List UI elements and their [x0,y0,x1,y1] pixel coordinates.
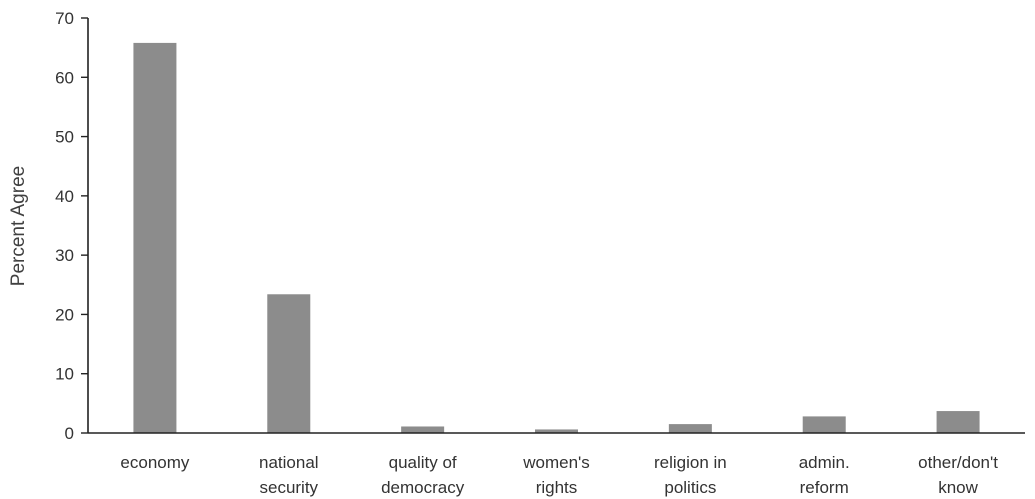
x-tick-label-line: economy [120,453,189,472]
x-tick-label-line: admin. [799,453,850,472]
x-tick-label-line: religion in [654,453,727,472]
bar [802,416,846,433]
x-axis-labels: economy national security quality of democra… [120,453,998,497]
bar [668,424,712,433]
y-tick-label: 0 [65,424,74,443]
y-tick-label: 10 [55,365,74,384]
x-tick-label: admin. reform [799,453,850,497]
x-tick-label-line: security [259,478,318,497]
x-tick-label-line: women's [522,453,590,472]
bar [267,294,311,433]
x-tick-label-line: politics [664,478,716,497]
bar [535,429,578,433]
y-axis-ticks: 0 10 20 30 40 50 60 70 [55,9,88,443]
x-tick-label: women's rights [522,453,590,497]
x-tick-label-line: know [938,478,978,497]
x-tick-label-line: quality of [389,453,457,472]
x-tick-label: national security [259,453,319,497]
x-tick-label: religion in politics [654,453,727,497]
y-tick-label: 40 [55,187,74,206]
y-tick-label: 70 [55,9,74,28]
x-tick-label-line: other/don't [918,453,998,472]
bar [936,411,980,433]
y-tick-label: 60 [55,68,74,87]
x-tick-label-line: rights [536,478,578,497]
x-tick-label: quality of democracy [381,453,465,497]
y-tick-label: 30 [55,246,74,265]
y-tick-label: 50 [55,128,74,147]
bar [133,42,177,434]
x-tick-label-line: democracy [381,478,465,497]
bar [401,426,445,433]
y-tick-label: 20 [55,305,74,324]
bars [133,42,980,434]
x-tick-label-line: reform [800,478,849,497]
y-axis-label: Percent Agree [8,166,29,286]
x-tick-label: other/don't know [918,453,998,497]
x-tick-label-line: national [259,453,319,472]
x-tick-label: economy [120,453,189,472]
